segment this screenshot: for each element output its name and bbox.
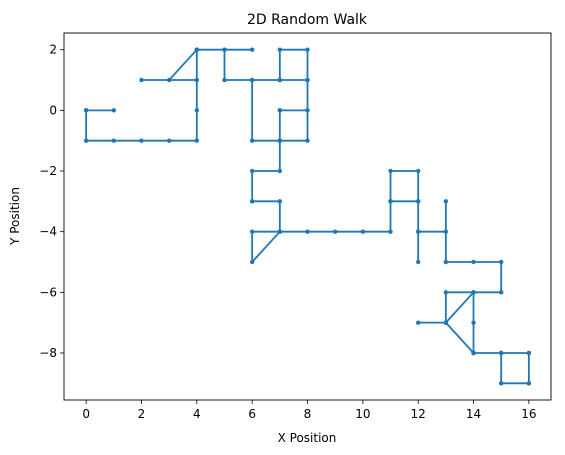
- x-tick-label: 6: [248, 407, 256, 421]
- chart-title: 2D Random Walk: [247, 12, 368, 28]
- data-point: [166, 138, 172, 143]
- data-point: [305, 229, 310, 234]
- data-point: [277, 47, 283, 52]
- data-point: [277, 77, 283, 83]
- data-point: [194, 138, 200, 143]
- data-point: [249, 259, 255, 265]
- x-axis-title: X Position: [278, 431, 337, 445]
- data-point: [498, 259, 504, 265]
- x-tick-label: 0: [82, 407, 90, 421]
- data-point: [498, 350, 504, 356]
- data-point: [83, 108, 89, 113]
- data-point: [443, 199, 449, 204]
- data-point: [443, 229, 449, 234]
- data-point: [415, 199, 421, 204]
- data-point: [526, 381, 532, 386]
- y-tick-label: 0: [49, 103, 57, 117]
- data-point: [222, 47, 227, 52]
- data-point: [305, 108, 310, 113]
- y-tick-label: −6: [39, 285, 57, 299]
- data-point: [194, 108, 200, 113]
- y-tick-label: −4: [39, 225, 57, 239]
- data-point: [498, 290, 504, 295]
- data-point: [249, 199, 255, 204]
- data-point: [139, 138, 144, 143]
- y-tick-label: 2: [49, 43, 57, 57]
- data-point: [415, 229, 421, 234]
- data-point: [388, 229, 393, 234]
- data-point: [249, 229, 255, 234]
- y-tick-label: −8: [39, 346, 57, 360]
- y-axis-title: Y Position: [8, 187, 22, 246]
- data-point: [305, 138, 310, 143]
- data-point: [111, 138, 117, 143]
- data-point: [388, 199, 393, 204]
- data-point: [83, 138, 89, 143]
- data-point: [194, 47, 200, 52]
- data-point: [443, 259, 449, 265]
- data-point: [415, 259, 421, 265]
- data-point: [305, 47, 310, 52]
- y-axis: 2 0 −2 −4 −6 −8: [39, 43, 64, 360]
- data-point: [249, 138, 255, 143]
- x-tick-label: 16: [521, 407, 536, 421]
- data-point: [471, 259, 476, 265]
- data-point: [526, 350, 532, 356]
- y-tick-label: −2: [39, 164, 57, 178]
- data-point: [471, 320, 476, 325]
- data-point: [194, 77, 200, 83]
- data-point: [498, 381, 504, 386]
- data-point: [277, 108, 283, 113]
- data-point: [443, 320, 449, 325]
- data-point: [111, 108, 117, 113]
- data-point: [166, 77, 172, 83]
- data-point: [443, 290, 449, 295]
- data-point: [277, 229, 283, 234]
- data-point: [360, 229, 366, 234]
- data-point: [415, 168, 421, 174]
- x-tick-label: 8: [304, 407, 312, 421]
- x-tick-label: 2: [138, 407, 146, 421]
- x-axis: 0 2 4 6 8 10 12 14 16: [82, 400, 537, 421]
- data-point: [139, 77, 144, 83]
- data-point: [249, 168, 255, 174]
- data-point: [471, 290, 476, 295]
- data-point: [277, 199, 283, 204]
- x-tick-label: 4: [193, 407, 201, 421]
- x-tick-label: 14: [466, 407, 481, 421]
- data-point: [332, 229, 338, 234]
- data-point: [249, 77, 255, 83]
- data-point: [277, 168, 283, 174]
- data-point: [305, 77, 310, 83]
- data-point: [277, 138, 283, 143]
- data-point: [388, 168, 393, 174]
- x-tick-label: 10: [355, 407, 370, 421]
- data-point: [415, 320, 421, 325]
- plot-area: [83, 47, 532, 386]
- data-point: [471, 350, 476, 356]
- data-point: [249, 47, 255, 52]
- data-point: [222, 77, 227, 83]
- x-tick-label: 12: [411, 407, 426, 421]
